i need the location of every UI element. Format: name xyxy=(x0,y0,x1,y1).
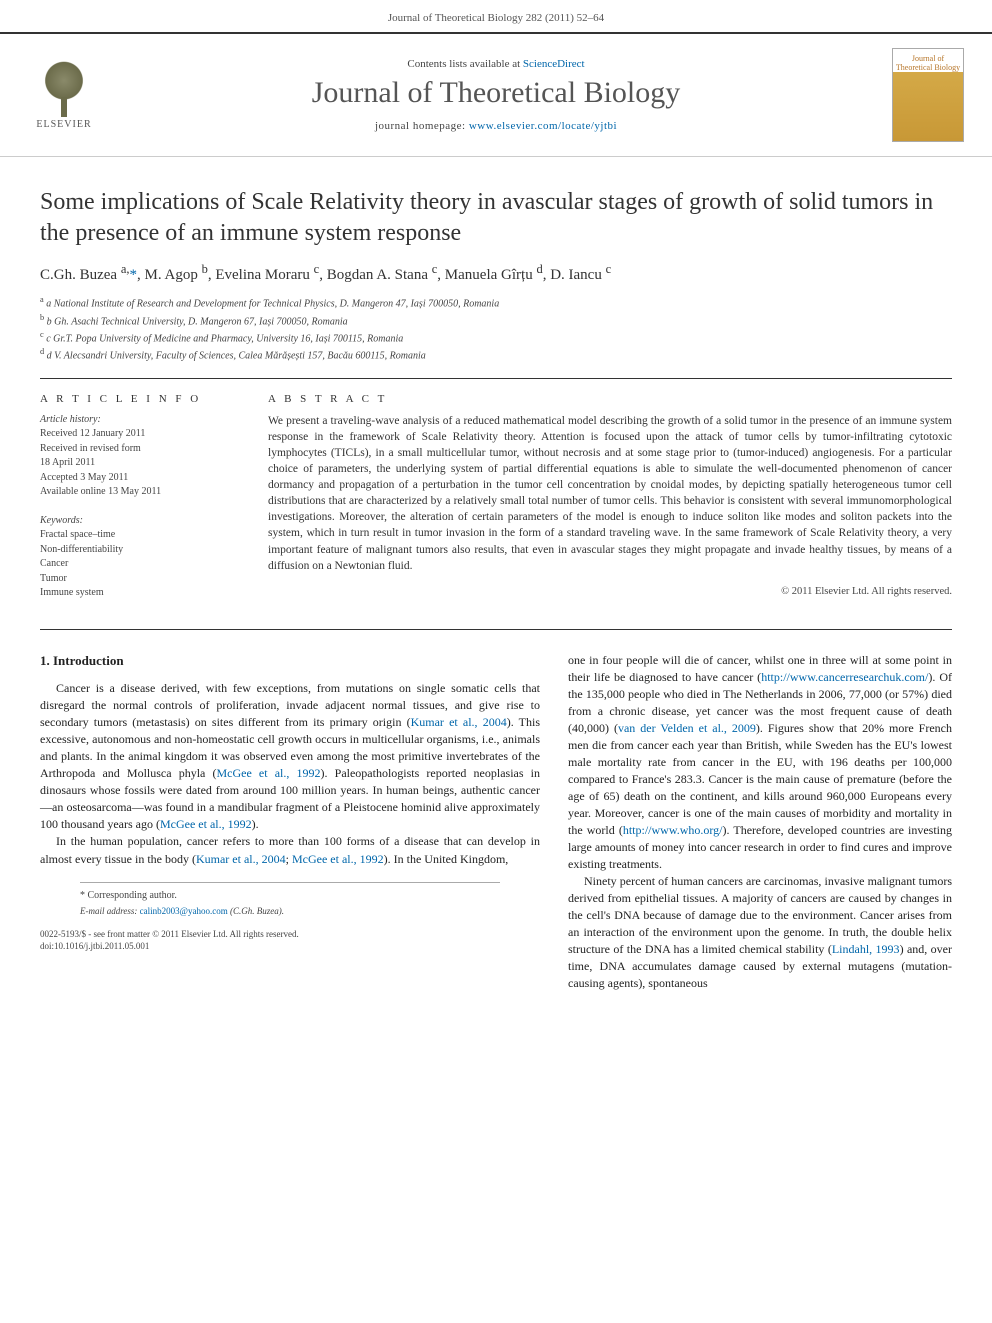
email-link[interactable]: calinb2003@yahoo.com xyxy=(140,906,228,916)
abstract-text: We present a traveling-wave analysis of … xyxy=(268,413,952,574)
affiliation-c: c c Gr.T. Popa University of Medicine an… xyxy=(40,329,952,346)
contents-prefix: Contents lists available at xyxy=(407,58,522,70)
article-history-block: Article history: Received 12 January 201… xyxy=(40,413,240,500)
email-author: (C.Gh. Buzea). xyxy=(228,906,284,916)
sciencedirect-link[interactable]: ScienceDirect xyxy=(523,58,585,70)
citation-link[interactable]: Kumar et al., 2004 xyxy=(196,852,286,866)
keyword: Cancer xyxy=(40,557,240,572)
url-link[interactable]: http://www.cancerresearchuk.com/ xyxy=(761,670,928,684)
body-paragraph: In the human population, cancer refers t… xyxy=(40,833,540,867)
section-heading: 1. Introduction xyxy=(40,652,540,670)
article-info-column: A R T I C L E I N F O Article history: R… xyxy=(40,393,240,615)
keyword: Tumor xyxy=(40,572,240,587)
abstract-heading: A B S T R A C T xyxy=(268,393,952,405)
banner-center: Contents lists available at ScienceDirec… xyxy=(100,58,892,132)
email-line: E-mail address: calinb2003@yahoo.com (C.… xyxy=(80,905,500,918)
citation-link[interactable]: McGee et al., 1992 xyxy=(216,766,320,780)
keywords-block: Keywords: Fractal space–time Non-differe… xyxy=(40,514,240,601)
citation-link[interactable]: Kumar et al., 2004 xyxy=(411,715,507,729)
homepage-prefix: journal homepage: xyxy=(375,120,469,132)
affiliations: a a National Institute of Research and D… xyxy=(0,294,992,377)
author-list: C.Gh. Buzea a,*, M. Agop b, Evelina Mora… xyxy=(0,262,992,294)
contents-available-line: Contents lists available at ScienceDirec… xyxy=(100,58,892,70)
body-paragraph: one in four people will die of cancer, w… xyxy=(568,652,952,873)
keyword: Non-differentiability xyxy=(40,543,240,558)
affiliation-a: a a National Institute of Research and D… xyxy=(40,294,952,311)
running-header: Journal of Theoretical Biology 282 (2011… xyxy=(0,0,992,32)
section-number: 1. xyxy=(40,653,50,668)
history-line: 18 April 2011 xyxy=(40,456,240,471)
abstract-column: A B S T R A C T We present a traveling-w… xyxy=(268,393,952,615)
email-label: E-mail address: xyxy=(80,906,140,916)
cover-title: Journal of Theoretical Biology xyxy=(893,53,963,75)
keyword: Immune system xyxy=(40,586,240,601)
history-line: Received in revised form xyxy=(40,442,240,457)
author-names: C.Gh. Buzea a,*, M. Agop b, Evelina Mora… xyxy=(40,267,611,283)
keywords-label: Keywords: xyxy=(40,514,240,529)
history-label: Article history: xyxy=(40,413,240,428)
citation-link[interactable]: McGee et al., 1992 xyxy=(160,817,252,831)
elsevier-logo: ELSEVIER xyxy=(28,55,100,135)
body-column-left: 1. Introduction Cancer is a disease deri… xyxy=(40,652,540,993)
citation-link[interactable]: van der Velden et al., 2009 xyxy=(618,721,756,735)
body-paragraph: Cancer is a disease derived, with few ex… xyxy=(40,680,540,833)
history-line: Accepted 3 May 2011 xyxy=(40,471,240,486)
elsevier-tree-icon xyxy=(36,61,92,117)
issn-line: 0022-5193/$ - see front matter © 2011 El… xyxy=(40,928,540,941)
keyword: Fractal space–time xyxy=(40,528,240,543)
section-title: Introduction xyxy=(53,653,124,668)
journal-banner: ELSEVIER Contents lists available at Sci… xyxy=(0,32,992,157)
url-link[interactable]: http://www.who.org/ xyxy=(623,823,723,837)
article-title: Some implications of Scale Relativity th… xyxy=(0,157,992,262)
history-line: Available online 13 May 2011 xyxy=(40,485,240,500)
issn-doi-block: 0022-5193/$ - see front matter © 2011 El… xyxy=(40,918,540,954)
abstract-copyright: © 2011 Elsevier Ltd. All rights reserved… xyxy=(268,586,952,597)
journal-cover-thumbnail: Journal of Theoretical Biology xyxy=(892,48,964,142)
doi-line: doi:10.1016/j.jtbi.2011.05.001 xyxy=(40,940,540,953)
affiliation-d: d d V. Alecsandri University, Faculty of… xyxy=(40,346,952,363)
citation-link[interactable]: McGee et al., 1992 xyxy=(292,852,384,866)
body-columns: 1. Introduction Cancer is a disease deri… xyxy=(0,652,992,1013)
journal-homepage-link[interactable]: www.elsevier.com/locate/yjtbi xyxy=(469,120,617,132)
corresponding-author-footer: * Corresponding author. E-mail address: … xyxy=(80,882,500,918)
elsevier-label: ELSEVIER xyxy=(36,119,91,130)
corresponding-author-link[interactable]: * xyxy=(130,267,138,283)
journal-homepage-line: journal homepage: www.elsevier.com/locat… xyxy=(100,120,892,132)
affiliation-b: b b Gh. Asachi Technical University, D. … xyxy=(40,312,952,329)
citation-link[interactable]: Lindahl, 1993 xyxy=(832,942,900,956)
article-info-heading: A R T I C L E I N F O xyxy=(40,393,240,405)
journal-name: Journal of Theoretical Biology xyxy=(100,76,892,110)
body-paragraph: Ninety percent of human cancers are carc… xyxy=(568,873,952,992)
body-column-right: one in four people will die of cancer, w… xyxy=(568,652,952,993)
history-line: Received 12 January 2011 xyxy=(40,427,240,442)
meta-abstract-row: A R T I C L E I N F O Article history: R… xyxy=(40,378,952,630)
corresponding-author-label: * Corresponding author. xyxy=(80,889,500,903)
